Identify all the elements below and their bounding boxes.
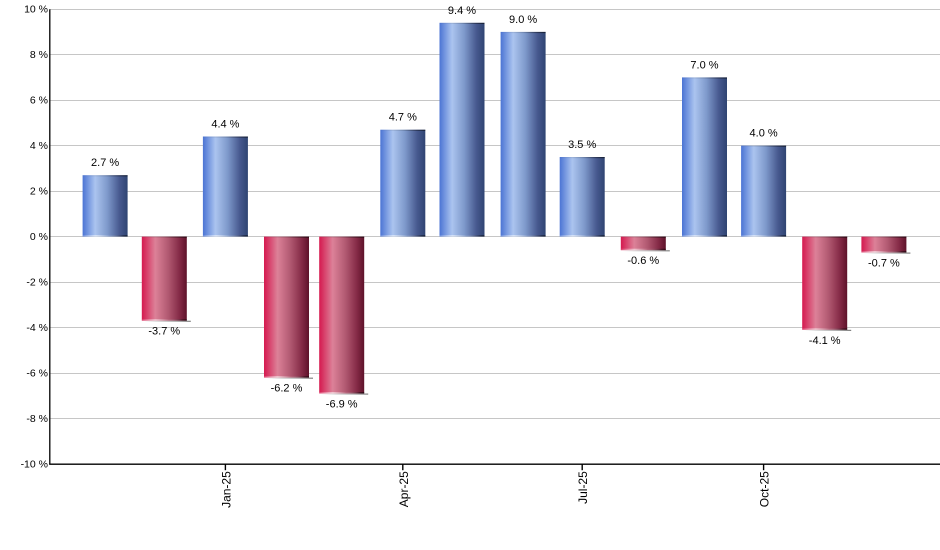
svg-text:-0.7 %: -0.7 % bbox=[868, 258, 900, 270]
svg-text:-10 %: -10 % bbox=[21, 459, 48, 471]
svg-text:2.7 %: 2.7 % bbox=[91, 157, 119, 169]
svg-text:-6.9 %: -6.9 % bbox=[326, 399, 358, 411]
svg-text:-3.7 %: -3.7 % bbox=[148, 326, 180, 338]
svg-text:2 %: 2 % bbox=[30, 186, 48, 198]
svg-text:Oct-25: Oct-25 bbox=[758, 471, 772, 507]
svg-text:-8 %: -8 % bbox=[26, 413, 48, 425]
svg-text:Jan-25: Jan-25 bbox=[219, 471, 233, 508]
svg-text:-2 %: -2 % bbox=[26, 277, 48, 289]
svg-text:0 %: 0 % bbox=[30, 231, 48, 243]
svg-text:9.4 %: 9.4 % bbox=[448, 5, 476, 17]
svg-text:4.7 %: 4.7 % bbox=[389, 112, 417, 124]
svg-text:9.0 %: 9.0 % bbox=[509, 14, 537, 26]
svg-text:-0.6 %: -0.6 % bbox=[627, 255, 659, 267]
svg-text:-6.2 %: -6.2 % bbox=[271, 383, 303, 395]
svg-text:7.0 %: 7.0 % bbox=[690, 59, 718, 71]
svg-text:-6 %: -6 % bbox=[26, 368, 48, 380]
svg-text:4.4 %: 4.4 % bbox=[211, 119, 239, 131]
svg-text:3.5 %: 3.5 % bbox=[568, 139, 596, 151]
svg-text:4 %: 4 % bbox=[30, 140, 48, 152]
svg-text:10 %: 10 % bbox=[24, 4, 48, 16]
svg-text:Apr-25: Apr-25 bbox=[397, 471, 411, 507]
svg-text:6 %: 6 % bbox=[30, 95, 48, 107]
svg-text:4.0 %: 4.0 % bbox=[750, 128, 778, 140]
svg-text:8 %: 8 % bbox=[30, 49, 48, 61]
svg-text:Jul-25: Jul-25 bbox=[576, 471, 590, 504]
svg-text:-4.1 %: -4.1 % bbox=[809, 335, 841, 347]
svg-text:-4 %: -4 % bbox=[26, 322, 48, 334]
